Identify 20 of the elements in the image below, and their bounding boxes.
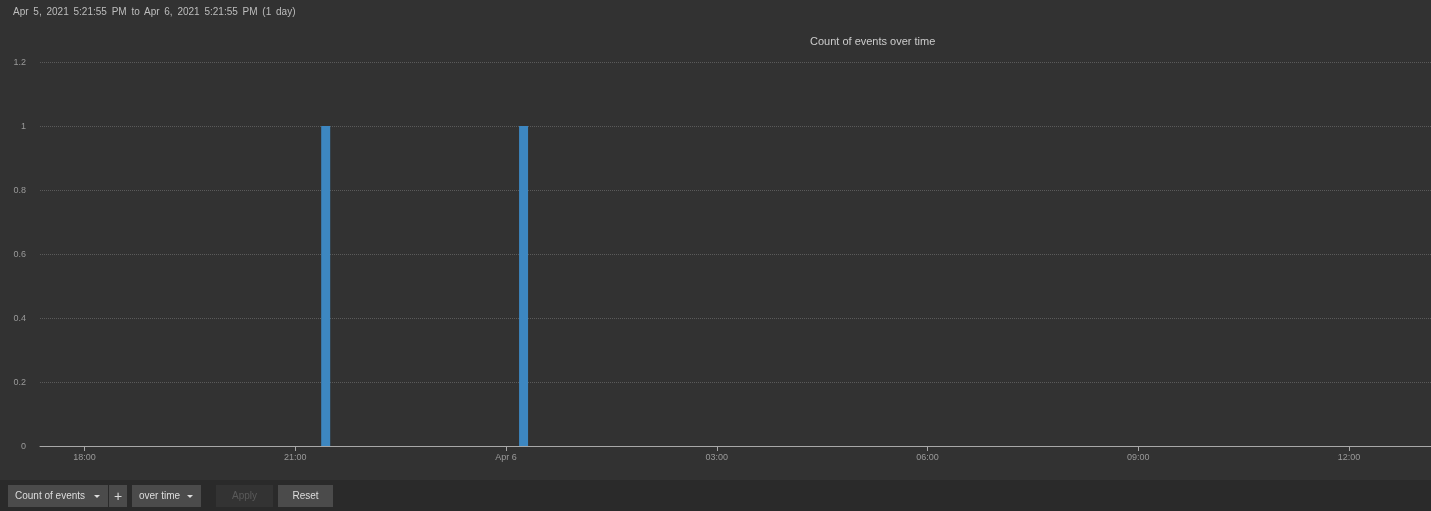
x-tick-label: 09:00 <box>1127 451 1150 462</box>
y-tick-label: 1.2 <box>13 57 26 67</box>
y-tick-label: 0.4 <box>13 313 26 323</box>
grouping-dropdown[interactable]: over time <box>132 485 201 507</box>
x-tick-label: 21:00 <box>283 451 307 462</box>
y-tick-label: 1 <box>20 121 26 131</box>
chart-title: Count of events over time <box>810 34 936 47</box>
y-tick-label: 0.6 <box>13 249 26 259</box>
add-button[interactable]: + <box>109 485 127 507</box>
x-tick-label: 12:00 <box>1337 451 1361 462</box>
x-tick-label: 03:00 <box>705 451 729 462</box>
x-tick-label: 06:00 <box>916 451 939 462</box>
chart-subtitle: Apr 5, 2021 5:21:55 PM to Apr 6, 2021 5:21:55 PM (1 day) <box>13 6 296 17</box>
x-tick-label: Apr 6 <box>495 451 517 462</box>
y-tick-label: 0.2 <box>13 377 26 387</box>
metric-dropdown[interactable]: Count of events <box>8 485 108 507</box>
x-tick-label: 18:00 <box>73 451 96 462</box>
reset-button[interactable]: Reset <box>278 485 333 507</box>
y-tick-label: 0 <box>20 441 26 451</box>
y-tick-label: 0.8 <box>13 185 26 195</box>
